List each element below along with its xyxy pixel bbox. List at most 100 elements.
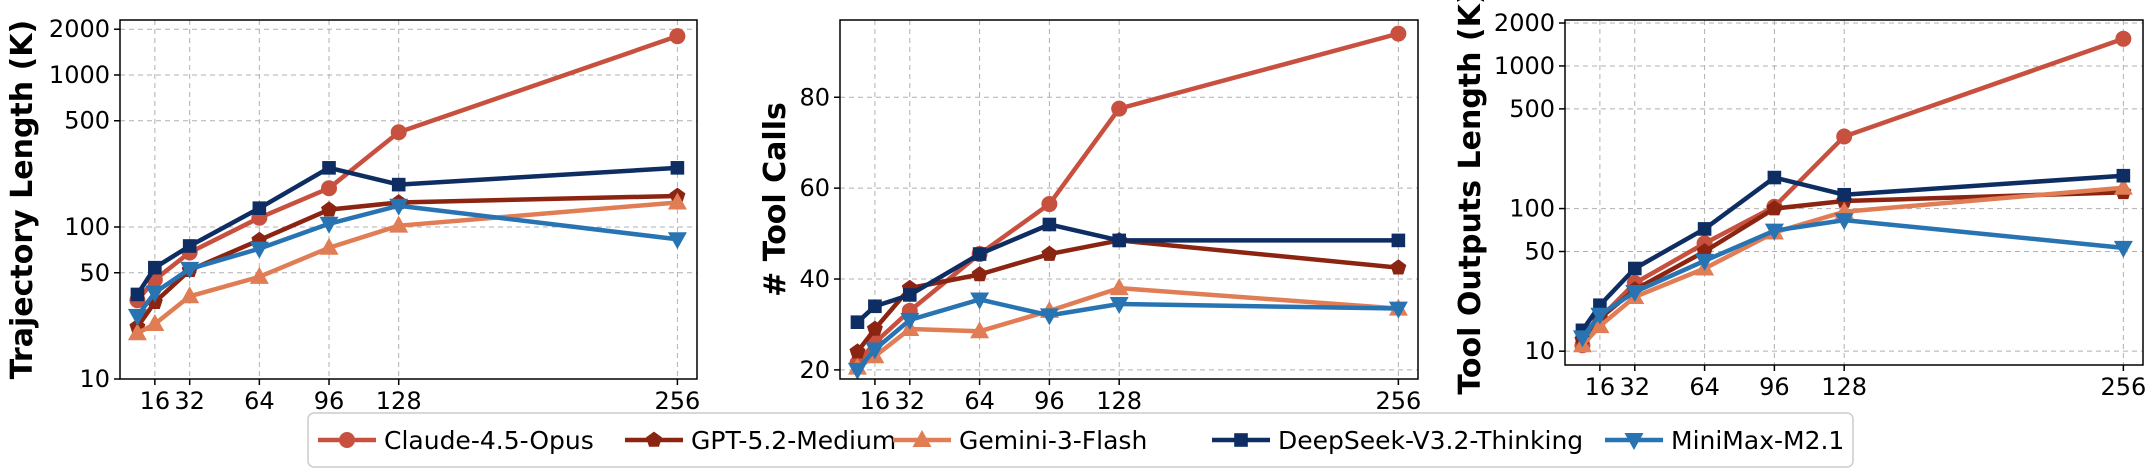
data-point — [971, 266, 988, 282]
data-point — [667, 192, 687, 210]
data-point — [249, 266, 269, 284]
plot-frame — [1564, 19, 2144, 366]
x-tick-label: 256 — [1375, 387, 1421, 415]
y-axis-label: Tool Outputs Length (K) — [1453, 0, 1488, 395]
legend-entry: MiniMax-M2.1 — [1605, 426, 1844, 455]
y-tick-label: 10 — [79, 365, 110, 393]
x-tick-label: 32 — [1620, 373, 1651, 401]
data-point — [902, 288, 917, 302]
legend-label: Gemini-3-Flash — [959, 426, 1147, 455]
x-tick-label: 64 — [964, 387, 995, 415]
data-point — [1627, 261, 1642, 276]
y-tick-label: 80 — [799, 83, 830, 111]
data-point — [2115, 30, 2132, 47]
data-point — [2116, 168, 2131, 183]
series-line — [135, 203, 678, 318]
data-point — [1695, 253, 1715, 271]
data-point — [1390, 25, 1407, 42]
data-point — [321, 180, 338, 197]
data-point — [1109, 297, 1129, 315]
legend-marker — [1624, 433, 1644, 450]
legend-marker — [912, 430, 932, 447]
legend-marker — [1234, 433, 1248, 447]
y-tick-label: 10 — [1524, 337, 1555, 365]
data-point — [1041, 196, 1058, 213]
plot-frame — [839, 19, 1419, 380]
y-tick-label: 1000 — [49, 61, 110, 89]
x-tick-label: 96 — [314, 387, 345, 415]
data-point — [391, 177, 406, 192]
data-point — [1836, 128, 1853, 145]
data-point — [1041, 245, 1058, 261]
data-point — [1042, 217, 1057, 232]
chart-panel-1: 16 32 64 96 128 256 10 50 100 500 1000 2000 Trajecto… — [5, 15, 700, 415]
data-point — [970, 292, 990, 310]
x-tick-label: 32 — [174, 387, 205, 415]
data-point — [1390, 259, 1407, 275]
data-point — [1590, 307, 1610, 325]
data-point — [130, 287, 145, 302]
data-point — [249, 241, 269, 259]
y-tick-label: 1000 — [1494, 52, 1555, 80]
x-tick-label: 96 — [1759, 373, 1790, 401]
data-point — [1112, 233, 1126, 248]
data-point — [850, 315, 865, 329]
x-tick-label: 128 — [1821, 373, 1867, 401]
x-tick-label: 16 — [1585, 373, 1616, 401]
data-point — [868, 299, 882, 314]
data-point — [127, 308, 147, 326]
legend-marker — [646, 431, 662, 447]
legend-label: DeepSeek-V3.2-Thinking — [1278, 426, 1583, 455]
data-point — [667, 232, 687, 250]
data-point — [1764, 223, 1784, 241]
data-point — [319, 237, 339, 255]
legend-marker — [339, 432, 355, 448]
y-tick-label: 2000 — [1494, 9, 1555, 37]
data-point — [1388, 301, 1408, 319]
x-tick-label: 64 — [244, 387, 275, 415]
x-tick-label: 128 — [1096, 387, 1142, 415]
data-point — [1111, 100, 1128, 117]
data-point — [1391, 233, 1406, 248]
data-point — [145, 314, 165, 332]
legend-box — [307, 412, 1854, 468]
data-point — [1039, 308, 1059, 326]
series-line — [855, 238, 1399, 354]
data-point — [970, 321, 990, 339]
data-point — [148, 260, 162, 275]
y-tick-label: 60 — [799, 174, 830, 202]
data-point — [849, 343, 866, 359]
x-tick-label: 256 — [2100, 373, 2146, 401]
data-point — [1767, 170, 1782, 185]
y-tick-label: 40 — [799, 265, 830, 293]
x-tick-label: 32 — [895, 387, 926, 415]
x-tick-label: 16 — [860, 387, 891, 415]
data-point — [252, 201, 267, 215]
data-point — [1625, 284, 1645, 302]
x-tick-label: 256 — [654, 387, 700, 415]
data-point — [866, 320, 883, 336]
data-point — [322, 161, 336, 175]
x-tick-label: 96 — [1034, 387, 1065, 415]
series-line — [136, 200, 678, 336]
legend-entry: Claude-4.5-Opus — [318, 426, 594, 455]
y-axis-label: # Tool Calls — [758, 102, 793, 297]
chart-panel-2: 16 32 64 96 128 256 20 40 60 80# Tool Calls — [758, 19, 1421, 415]
y-axis-label: Trajectory Length (K) — [5, 20, 40, 379]
legend-entry: DeepSeek-V3.2-Thinking — [1212, 426, 1583, 455]
x-tick-label: 128 — [376, 387, 422, 415]
y-tick-label: 20 — [799, 356, 830, 384]
legend-label: MiniMax-M2.1 — [1671, 426, 1844, 455]
x-tick-label: 64 — [1689, 373, 1720, 401]
legend-entry: GPT-5.2-Medium — [625, 426, 896, 455]
x-tick-label: 16 — [140, 387, 171, 415]
series-line — [855, 297, 1399, 372]
series-line — [856, 285, 1399, 370]
data-point — [180, 286, 200, 304]
y-tick-label: 500 — [1509, 95, 1555, 123]
data-point — [1109, 278, 1129, 296]
y-tick-label: 100 — [64, 213, 110, 241]
data-point — [2113, 177, 2133, 195]
data-point — [145, 285, 165, 303]
